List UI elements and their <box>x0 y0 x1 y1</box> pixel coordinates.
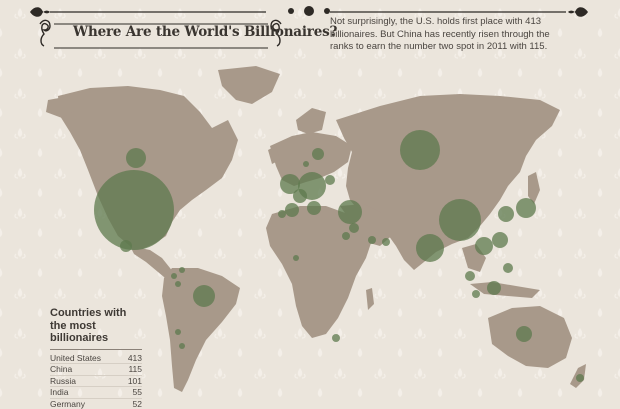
bubble-venezuela <box>175 281 181 287</box>
bubble-russia <box>400 130 440 170</box>
bubble-spain <box>285 203 299 217</box>
bubble-new-zealand <box>576 374 584 382</box>
bubble-central-america-1 <box>171 273 177 279</box>
bubble-south-africa <box>332 334 340 342</box>
indonesia <box>470 282 540 298</box>
legend-row: China 115 <box>50 364 142 376</box>
bubble-japan <box>516 198 536 218</box>
bubble-canada <box>126 148 146 168</box>
legend-row: United States 413 <box>50 353 142 365</box>
bubble-taiwan <box>492 232 508 248</box>
bubble-turkey <box>338 200 362 224</box>
legend-row: India 55 <box>50 387 142 399</box>
bubble-mexico <box>120 240 132 252</box>
bubble-thailand <box>465 271 475 281</box>
bubble-saudi <box>368 236 376 244</box>
bubble-israel <box>349 223 359 233</box>
bubble-united-states <box>94 170 174 250</box>
legend-title: Countries with the most billionaires <box>50 307 142 345</box>
legend-row: Germany 52 <box>50 399 142 409</box>
bubble-france <box>293 189 307 203</box>
legend: Countries with the most billionaires Uni… <box>50 307 142 409</box>
greenland <box>218 66 280 104</box>
bubble-china <box>439 199 481 241</box>
bubble-australia <box>516 326 532 342</box>
bubble-philippines <box>503 263 513 273</box>
bubble-poland <box>325 175 335 185</box>
legend-country: Russia <box>50 376 76 387</box>
bubble-malaysia <box>472 290 480 298</box>
bubble-argentina <box>179 343 185 349</box>
legend-country: Germany <box>50 399 85 409</box>
legend-count: 52 <box>133 399 142 409</box>
bubble-morocco <box>278 210 286 218</box>
bubble-central-america-2 <box>179 267 185 273</box>
legend-divider <box>50 349 142 350</box>
legend-row: Russia 101 <box>50 376 142 388</box>
bubble-egypt <box>342 232 350 240</box>
madagascar <box>366 288 374 310</box>
bubble-uae <box>382 238 390 246</box>
legend-count: 101 <box>128 376 142 387</box>
legend-count: 115 <box>128 364 142 375</box>
bubble-chile <box>175 329 181 335</box>
bubble-indonesia <box>487 281 501 295</box>
legend-country: China <box>50 364 72 375</box>
legend-country: United States <box>50 353 101 364</box>
legend-country: India <box>50 387 68 398</box>
bubble-norway <box>303 161 309 167</box>
bubble-sweden <box>312 148 324 160</box>
scandinavia <box>296 108 326 134</box>
legend-count: 413 <box>128 353 142 364</box>
bubble-korea <box>498 206 514 222</box>
bubble-italy <box>307 201 321 215</box>
bubble-hong-kong <box>475 237 493 255</box>
legend-count: 55 <box>133 387 142 398</box>
bubble-brazil <box>193 285 215 307</box>
bubble-nigeria <box>293 255 299 261</box>
bubble-india <box>416 234 444 262</box>
